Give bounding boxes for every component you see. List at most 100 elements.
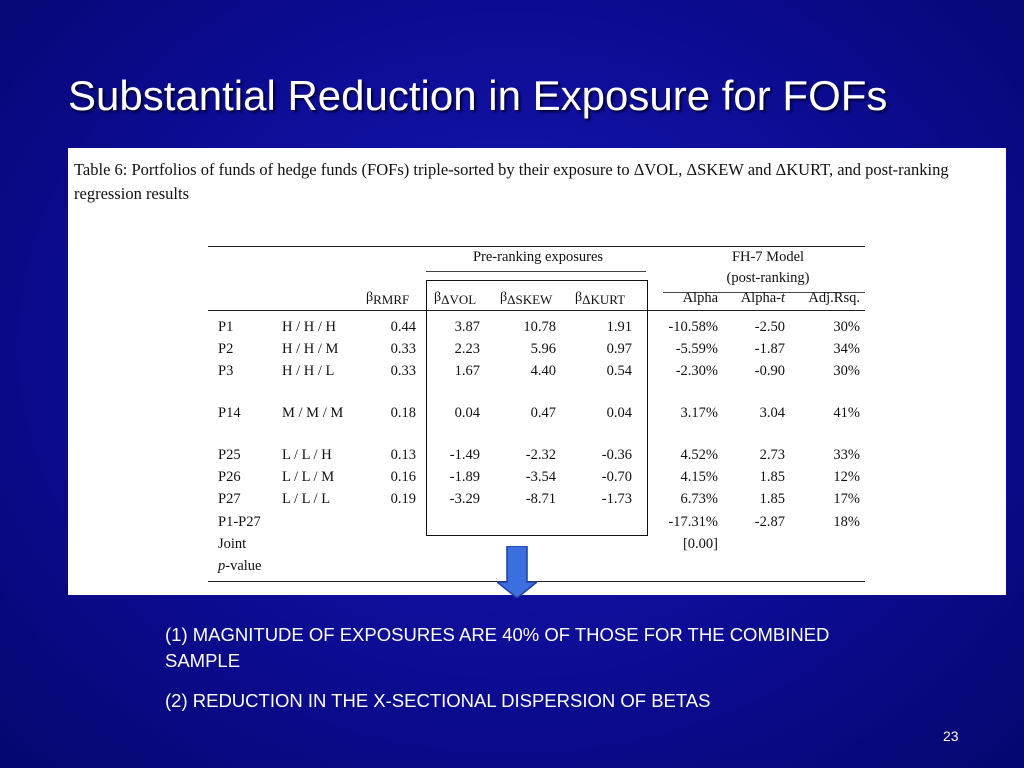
cell-rsq: 33%	[833, 447, 860, 463]
cell-alpha-t: 1.85	[759, 491, 785, 507]
cell-kurt: 1.91	[606, 319, 632, 335]
spread-adj-rsq: 18%	[833, 514, 860, 530]
cell-kurt: -0.36	[601, 447, 632, 463]
beta-symbol: β	[366, 290, 374, 305]
cell-alpha: -10.58%	[668, 319, 718, 335]
col-vol-sub: ΔVOL	[441, 292, 477, 307]
cell-p: P25	[218, 447, 241, 463]
cell-sort: M / M / M	[282, 405, 344, 421]
cell-p: P3	[218, 363, 234, 379]
cell-rsq: 12%	[833, 469, 860, 485]
beta-symbol: β	[575, 290, 583, 305]
page-number: 23	[943, 728, 959, 744]
table-caption: Table 6: Portfolios of funds of hedge fu…	[74, 160, 949, 203]
cell-rmrf: 0.44	[390, 319, 416, 335]
cell-vol: 3.87	[454, 319, 480, 335]
pre-ranking-underline	[426, 271, 646, 272]
cell-rmrf: 0.33	[390, 363, 416, 379]
cell-rsq: 17%	[833, 491, 860, 507]
cell-kurt: -1.73	[601, 491, 632, 507]
cell-sort: L / L / M	[282, 469, 335, 485]
post-ranking-header: (post-ranking)	[726, 270, 810, 286]
cell-alpha: -5.59%	[675, 341, 718, 357]
cell-p: P27	[218, 491, 241, 507]
point-dispersion: (2) REDUCTION IN THE X-SECTIONAL DISPERS…	[165, 690, 711, 711]
col-rmrf-sub: RMRF	[373, 292, 410, 307]
cell-alpha-t: -0.90	[754, 363, 785, 379]
col-skew-sub: ΔSKEW	[507, 292, 553, 307]
cell-alpha-t: -1.87	[754, 341, 785, 357]
beta-symbol: β	[434, 290, 442, 305]
slide-title: Substantial Reduction in Exposure for FO…	[68, 72, 888, 119]
col-header-alpha: Alpha	[682, 290, 718, 306]
p-value-rest: -value	[225, 558, 262, 574]
spread-alpha: -17.31%	[668, 514, 718, 530]
p-value-label: p-value	[218, 557, 261, 575]
header-rule	[208, 310, 865, 311]
cell-skew: -8.71	[525, 491, 556, 507]
col-header-rmrf: βRMRF	[366, 288, 409, 307]
cell-kurt: -0.70	[601, 469, 632, 485]
cell-skew: 0.47	[530, 405, 556, 421]
cell-kurt: 0.97	[606, 341, 632, 357]
cell-alpha: 4.52%	[680, 447, 718, 463]
cell-rsq: 34%	[833, 341, 860, 357]
down-arrow-icon	[497, 546, 537, 598]
cell-sort: H / H / L	[282, 363, 335, 379]
cell-rmrf: 0.33	[390, 341, 416, 357]
cell-vol: -3.29	[449, 491, 480, 507]
pre-ranking-header: Pre-ranking exposures	[472, 249, 604, 265]
joint-label: Joint	[218, 536, 247, 552]
cell-kurt: 0.54	[606, 363, 632, 379]
col-header-alpha-t: Alpha-t	[723, 289, 785, 307]
cell-sort: H / H / H	[282, 319, 336, 335]
cell-rmrf: 0.16	[390, 469, 416, 485]
exposure-highlight-box	[426, 280, 648, 536]
cell-rsq: 30%	[833, 319, 860, 335]
cell-p: P26	[218, 469, 241, 485]
cell-sort: H / H / M	[282, 341, 339, 357]
cell-rmrf: 0.18	[390, 405, 416, 421]
fh-model-underline	[663, 292, 865, 293]
fh-model-header: FH-7 Model	[731, 249, 805, 265]
cell-vol: 2.23	[454, 341, 480, 357]
cell-kurt: 0.04	[606, 405, 632, 421]
cell-alpha: 6.73%	[680, 491, 718, 507]
cell-alpha: 3.17%	[680, 405, 718, 421]
cell-rmrf: 0.13	[390, 447, 416, 463]
col-header-kurt: βΔKURT	[575, 288, 625, 307]
cell-skew: 10.78	[523, 319, 556, 335]
cell-p: P2	[218, 341, 234, 357]
cell-alpha-t: 3.04	[759, 405, 785, 421]
p-italic: p	[218, 558, 226, 574]
cell-vol: 0.04	[454, 405, 480, 421]
cell-skew: 5.96	[530, 341, 556, 357]
cell-skew: -2.32	[525, 447, 556, 463]
cell-sort: L / L / H	[282, 447, 332, 463]
results-table: Pre-ranking exposures FH-7 Model (post-r…	[208, 246, 865, 582]
top-rule	[208, 246, 865, 247]
col-header-skew: βΔSKEW	[500, 288, 552, 307]
cell-sort: L / L / L	[282, 491, 331, 507]
col-header-adj-rsq: Adj.Rsq.	[808, 290, 860, 306]
cell-rmrf: 0.19	[390, 491, 416, 507]
cell-rsq: 41%	[833, 405, 860, 421]
cell-skew: 4.40	[530, 363, 556, 379]
cell-skew: -3.54	[525, 469, 556, 485]
table-figure: Table 6: Portfolios of funds of hedge fu…	[68, 148, 1006, 595]
cell-p: P1	[218, 319, 234, 335]
key-points: (1) MAGNITUDE OF EXPOSURES ARE 40% OF TH…	[165, 622, 885, 728]
cell-vol: -1.49	[449, 447, 480, 463]
cell-alpha: 4.15%	[680, 469, 718, 485]
alpha-t-prefix: Alpha-	[740, 290, 781, 306]
alpha-t-italic: t	[780, 290, 785, 306]
spread-label: P1-P27	[218, 514, 261, 530]
cell-rsq: 30%	[833, 363, 860, 379]
col-kurt-sub: ΔKURT	[582, 292, 626, 307]
cell-alpha-t: 2.73	[759, 447, 785, 463]
cell-p: P14	[218, 405, 241, 421]
joint-p-value: [0.00]	[682, 536, 718, 552]
cell-vol: -1.89	[449, 469, 480, 485]
point-magnitude: (1) MAGNITUDE OF EXPOSURES ARE 40% OF TH…	[165, 624, 830, 671]
cell-alpha: -2.30%	[675, 363, 718, 379]
